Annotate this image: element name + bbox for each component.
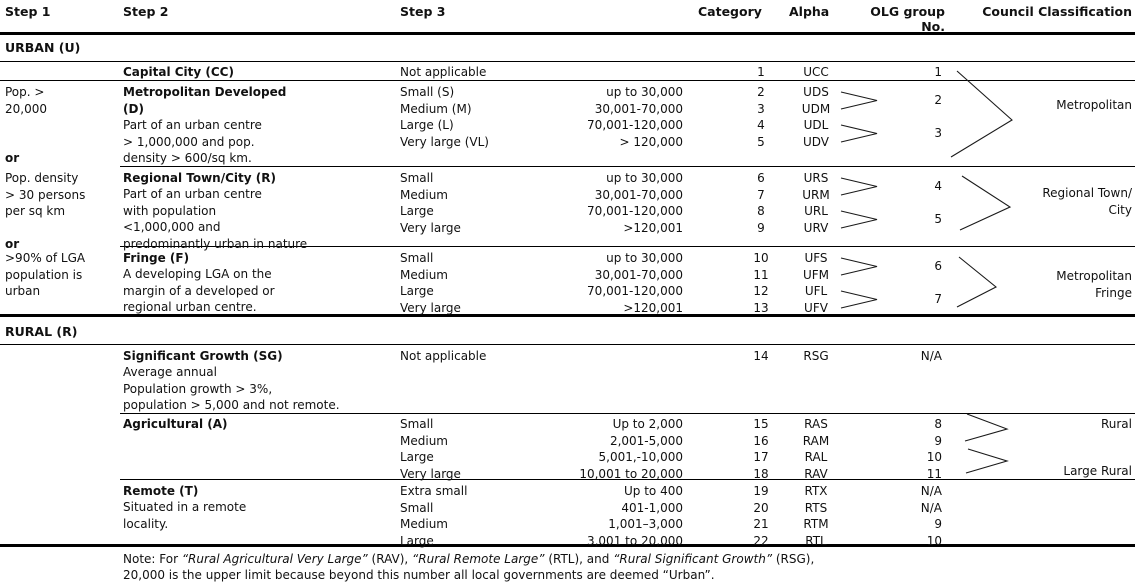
regional-alphas: URS URM URL URV: [802, 171, 830, 235]
bracket-ufs-ufm-icon: [840, 257, 878, 276]
metro-categories: 2 3 4 5: [757, 85, 765, 149]
regional-title: Regional Town/City (R): [123, 171, 276, 185]
bracket-url-urv-icon: [840, 210, 878, 229]
remote-size-labels: Extra small Small Medium Large: [400, 484, 468, 548]
note-line-1: Note: For “Rural Agricultural Very Large…: [123, 551, 814, 568]
bracket-ufl-ufv-icon: [840, 290, 878, 309]
header-step3: Step 3: [400, 4, 446, 19]
rule-urban-heading: [0, 61, 1135, 62]
remote-categories: 19 20 21 22: [753, 484, 769, 548]
fringe-title: Fringe (F): [123, 251, 190, 265]
section-urban: URBAN (U): [5, 40, 81, 55]
fringe-size-values: up to 30,000 30,001-70,000 70,001-120,00…: [587, 251, 683, 315]
fringe-size-labels: Small Medium Large Very large: [400, 251, 461, 315]
fringe-olg-group-7: 7: [934, 292, 942, 306]
metro-alphas: UDS UDM UDL UDV: [801, 85, 831, 149]
council-metropolitan: Metropolitan: [1056, 98, 1132, 112]
note-text: Note: For: [123, 552, 182, 566]
metro-title: Metropolitan Developed (D): [123, 85, 287, 116]
rule-regional: [120, 246, 1135, 247]
rule-header: [0, 32, 1135, 35]
bracket-metropolitan-icon: [950, 70, 1013, 158]
header-step1: Step 1: [5, 4, 51, 19]
rule-rural-section: [0, 314, 1135, 317]
growth-olg-group: N/A: [920, 349, 942, 363]
regional-step1-or: or: [5, 237, 20, 251]
note-text: (RTL), and: [544, 552, 614, 566]
header-category: Category: [698, 4, 762, 19]
note-rtl-italic: “Rural Remote Large”: [412, 552, 545, 566]
agricultural-size-labels: Small Medium Large Very large: [400, 417, 461, 481]
council-rural: Rural: [1100, 417, 1132, 431]
regional-olg-group-5: 5: [934, 212, 942, 226]
note-text: (RAV),: [367, 552, 413, 566]
header-alpha: Alpha: [789, 4, 830, 19]
capital-alpha: UCC: [803, 65, 829, 79]
metro-step1: Pop. > 20,000: [5, 85, 47, 116]
remote-title: Remote (T): [123, 484, 199, 498]
remote-desc: Situated in a remote locality.: [123, 500, 247, 531]
remote-alphas: RTX RTS RTM RTL: [803, 484, 829, 548]
regional-step1: Pop. density > 30 persons per sq km: [5, 171, 86, 218]
fringe-desc: A developing LGA on the margin of a deve…: [123, 267, 275, 314]
rule-metro: [120, 166, 1135, 167]
agricultural-olg-groups: 8 9 10 11: [926, 417, 942, 481]
metro-size-labels: Small (S) Medium (M) Large (L) Very larg…: [400, 85, 489, 149]
capital-title: Capital City (CC): [123, 65, 234, 79]
header-step2: Step 2: [123, 4, 169, 19]
growth-alpha: RSG: [803, 349, 829, 363]
growth-size-label: Not applicable: [400, 349, 487, 363]
agricultural-title: Agricultural (A): [123, 417, 228, 431]
remote-size-values: Up to 400 401-1,000 1,001–3,000 3,001 to…: [586, 484, 683, 548]
regional-desc: Part of an urban centre with population …: [123, 187, 308, 251]
bracket-urs-urm-icon: [840, 177, 878, 196]
rule-capital-city: [0, 80, 1135, 81]
regional-categories: 6 7 8 9: [757, 171, 765, 235]
metro-olg-group-2: 2: [934, 93, 942, 107]
council-regional-town-city: Regional Town/ City: [1042, 186, 1132, 217]
note-rsg-italic: “Rural Significant Growth”: [613, 552, 773, 566]
fringe-olg-group-6: 6: [934, 259, 942, 273]
header-olg-group-no: OLG group No.: [870, 4, 945, 34]
regional-size-values: up to 30,000 30,001-70,000 70,001-120,00…: [587, 171, 683, 235]
bracket-udl-udv-icon: [840, 124, 878, 143]
agricultural-size-values: Up to 2,000 2,001-5,000 5,001,-10,000 10…: [579, 417, 683, 481]
capital-olg-group: 1: [934, 65, 942, 79]
capital-size-label: Not applicable: [400, 65, 487, 79]
fringe-step1: >90% of LGA population is urban: [5, 251, 86, 298]
section-rural: RURAL (R): [5, 324, 78, 339]
metro-step1-or: or: [5, 151, 20, 165]
agricultural-categories: 15 16 17 18: [753, 417, 769, 481]
metro-olg-group-3: 3: [934, 126, 942, 140]
regional-size-labels: Small Medium Large Very large: [400, 171, 461, 235]
agricultural-alphas: RAS RAM RAL RAV: [802, 417, 830, 481]
rule-growth: [120, 413, 1135, 414]
council-large-rural: Large Rural: [1063, 464, 1132, 478]
metro-desc: Part of an urban centre > 1,000,000 and …: [123, 118, 262, 165]
note-line-2: 20,000 is the upper limit because beyond…: [123, 568, 715, 582]
growth-category: 14: [753, 349, 769, 363]
rule-bottom: [0, 544, 1135, 547]
growth-desc: Average annual Population growth > 3%, p…: [123, 365, 340, 412]
metro-size-values: up to 30,000 30,001-70,000 70,001-120,00…: [587, 85, 683, 149]
header-council-classification: Council Classification: [982, 4, 1132, 19]
note-text: (RSG),: [772, 552, 815, 566]
remote-olg-groups: N/A N/A 9 10: [920, 484, 942, 548]
rule-rural-heading: [0, 344, 1135, 345]
note-rav-italic: “Rural Agricultural Very Large”: [181, 552, 368, 566]
bracket-uds-udm-icon: [840, 91, 878, 110]
rule-agricultural: [120, 479, 1135, 480]
fringe-alphas: UFS UFM UFL UFV: [802, 251, 830, 315]
fringe-categories: 10 11 12 13: [753, 251, 769, 315]
growth-title: Significant Growth (SG): [123, 349, 283, 363]
council-metropolitan-fringe: Metropolitan Fringe: [1056, 269, 1132, 300]
capital-category: 1: [757, 65, 765, 79]
regional-olg-group-4: 4: [934, 179, 942, 193]
